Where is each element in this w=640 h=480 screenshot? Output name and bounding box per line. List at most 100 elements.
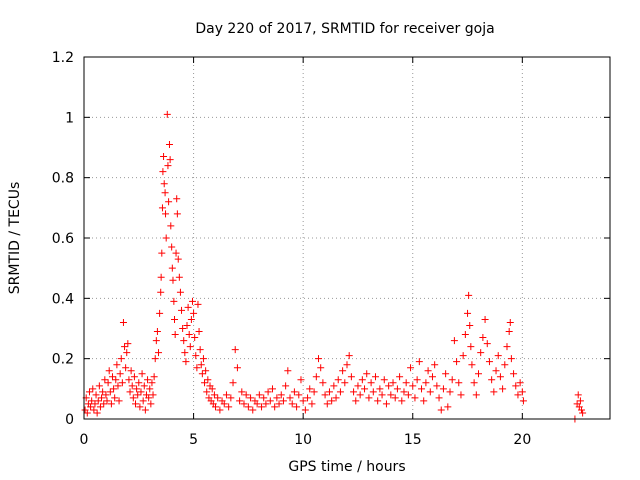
data-point — [160, 153, 168, 161]
y-axis-label: SRMTID / TECUs — [7, 182, 23, 295]
data-point — [453, 358, 461, 366]
data-point — [169, 276, 177, 284]
data-point — [185, 331, 193, 339]
data-point — [433, 382, 441, 390]
grid-lines — [84, 57, 610, 419]
data-point — [208, 385, 216, 393]
data-point — [168, 264, 176, 272]
data-point — [157, 288, 165, 296]
data-point — [503, 343, 511, 351]
data-point — [407, 364, 415, 372]
data-point — [130, 373, 138, 381]
data-point — [514, 391, 522, 399]
data-point — [173, 210, 181, 218]
data-point — [141, 406, 149, 414]
data-point — [112, 376, 120, 384]
data-point — [352, 397, 360, 405]
data-point — [273, 394, 281, 402]
data-point — [374, 397, 382, 405]
data-point — [220, 400, 228, 408]
data-point — [171, 331, 179, 339]
data-point — [111, 394, 119, 402]
data-point — [496, 373, 504, 381]
data-point — [293, 403, 301, 411]
data-point — [117, 355, 125, 363]
data-point — [442, 370, 450, 378]
data-point — [139, 397, 147, 405]
data-point — [317, 364, 325, 372]
data-point — [437, 406, 445, 414]
data-point — [155, 349, 163, 357]
data-point — [227, 394, 235, 402]
data-point — [171, 315, 179, 323]
data-point — [464, 309, 472, 317]
data-point — [194, 300, 202, 308]
data-point — [236, 397, 244, 405]
data-point — [490, 388, 498, 396]
data-point — [242, 391, 250, 399]
data-point — [95, 382, 103, 390]
data-point — [431, 361, 439, 369]
data-point — [153, 328, 161, 336]
data-point — [264, 388, 272, 396]
data-point — [385, 382, 393, 390]
data-point — [145, 394, 153, 402]
data-point — [240, 400, 248, 408]
data-point — [100, 400, 108, 408]
data-point — [192, 352, 200, 360]
data-point — [330, 382, 338, 390]
data-point — [247, 394, 255, 402]
y-tick-label: 1.2 — [52, 50, 74, 66]
data-point — [428, 373, 436, 381]
data-point — [175, 273, 183, 281]
data-point — [343, 361, 351, 369]
data-point — [391, 394, 399, 402]
data-point — [398, 397, 406, 405]
data-point — [485, 358, 493, 366]
data-point — [133, 385, 141, 393]
data-point — [187, 315, 195, 323]
data-point — [105, 367, 113, 375]
x-tick-labels: 0 5 10 15 20 — [80, 432, 532, 448]
data-point — [435, 394, 443, 402]
x-axis-label: GPS time / hours — [288, 459, 405, 475]
data-point — [371, 373, 379, 381]
data-point — [180, 337, 188, 345]
data-point — [455, 379, 463, 387]
data-point — [510, 370, 518, 378]
data-point — [465, 291, 473, 299]
data-point — [92, 391, 100, 399]
data-point — [93, 409, 101, 417]
data-point — [319, 379, 327, 387]
data-point — [424, 367, 432, 375]
data-point — [411, 394, 419, 402]
data-point — [165, 198, 173, 206]
data-point — [483, 340, 491, 348]
x-tick-label: 20 — [513, 432, 531, 448]
data-point — [151, 355, 159, 363]
data-point — [418, 385, 426, 393]
data-point — [165, 140, 173, 148]
data-point — [225, 403, 233, 411]
data-point — [158, 249, 166, 257]
data-point — [212, 403, 219, 411]
data-point — [136, 403, 144, 411]
data-point — [288, 400, 296, 408]
data-point — [494, 352, 502, 360]
data-point — [506, 318, 514, 326]
data-point — [336, 388, 344, 396]
y-tick-label: 0.2 — [52, 352, 74, 368]
data-point — [99, 388, 107, 396]
data-point — [382, 400, 390, 408]
data-point — [380, 376, 388, 384]
data-point — [325, 388, 333, 396]
data-point — [295, 391, 303, 399]
data-point — [132, 400, 140, 408]
data-point — [114, 382, 122, 390]
data-point — [282, 382, 290, 390]
data-point — [115, 397, 123, 405]
data-point — [450, 337, 458, 345]
data-point — [477, 349, 485, 357]
data-point — [420, 397, 428, 405]
